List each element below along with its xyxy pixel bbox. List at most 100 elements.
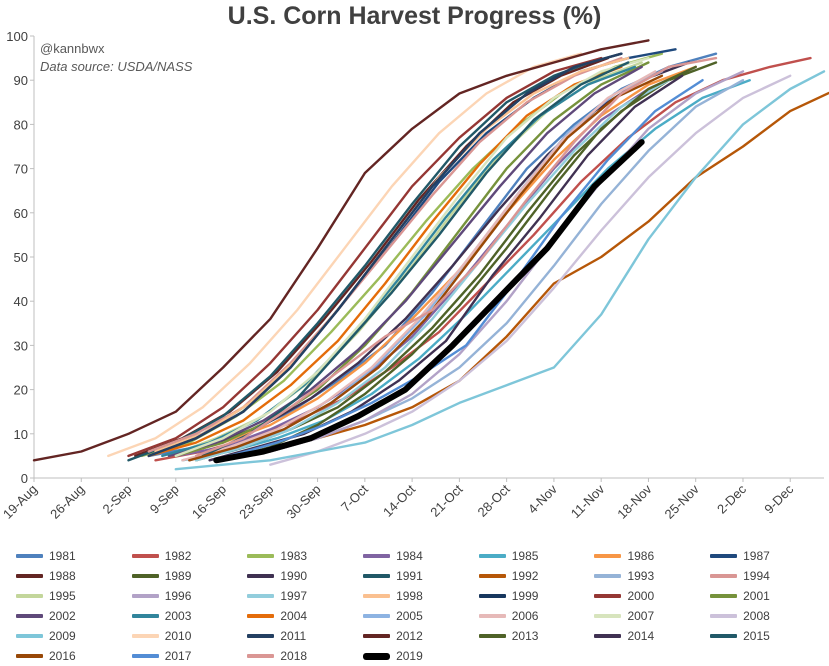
legend-label: 2010 <box>164 629 192 643</box>
legend-item-1996: 1996 <box>131 586 248 606</box>
legend-item-2017: 2017 <box>131 646 248 666</box>
series-line-2019 <box>213 139 645 464</box>
legend-swatch <box>363 574 391 578</box>
legend-swatch <box>16 614 43 618</box>
series-line-2000 <box>127 56 603 458</box>
data-source-note: Data source: USDA/NASS <box>40 59 193 74</box>
legend-swatch <box>247 554 275 558</box>
legend-item-2011: 2011 <box>247 626 363 646</box>
y-tick-label: 90 <box>14 73 28 88</box>
legend-swatch <box>594 574 622 578</box>
legend-swatch <box>478 614 506 618</box>
series-line-2018 <box>194 56 718 458</box>
legend-label: 2019 <box>396 649 423 663</box>
legend-label: 1993 <box>627 569 655 583</box>
y-tick-label: 30 <box>14 338 28 353</box>
x-tick-label: 19-Aug <box>0 482 40 522</box>
legend-swatch <box>363 594 391 598</box>
legend-label: 1983 <box>280 549 308 563</box>
legend-item-2013: 2013 <box>478 626 595 646</box>
legend-swatch <box>363 634 391 638</box>
legend-label: 2009 <box>49 629 76 643</box>
legend-swatch <box>710 614 738 618</box>
legend-label: 1989 <box>164 569 192 583</box>
legend-label: 2008 <box>743 609 770 623</box>
legend-swatch <box>131 574 159 578</box>
legend-label: 2003 <box>164 609 192 623</box>
legend-label: 1988 <box>49 569 76 583</box>
legend-swatch <box>710 554 738 558</box>
legend-label: 1997 <box>280 589 308 603</box>
legend-item-1989: 1989 <box>131 566 248 586</box>
series-line-1994 <box>147 56 623 453</box>
legend-label: 1985 <box>511 549 539 563</box>
series-line-2002 <box>167 65 643 458</box>
series-line-1991 <box>127 56 603 462</box>
x-tick-label: 25-Nov <box>662 481 703 522</box>
series-line-2016 <box>188 74 664 462</box>
legend-item-1990: 1990 <box>247 566 363 586</box>
series-lines <box>32 39 829 471</box>
series-line-1997 <box>194 78 670 462</box>
series-line-2009 <box>174 70 826 471</box>
legend-item-1988: 1988 <box>16 566 132 586</box>
legend-label: 2018 <box>280 649 308 663</box>
x-tick-label: 11-Nov <box>568 481 608 521</box>
legend-swatch <box>16 594 43 598</box>
legend-label: 2016 <box>49 649 76 663</box>
legend-item-1992: 1992 <box>478 566 595 586</box>
x-tick-label: 2-Dec <box>714 481 749 516</box>
legend-swatch <box>131 614 159 618</box>
legend-item-1999: 1999 <box>478 586 595 606</box>
legend-label: 1999 <box>511 589 539 603</box>
x-tick-label: 2-Sep <box>100 482 135 517</box>
x-tick-label: 30-Sep <box>283 482 323 522</box>
legend-item-2004: 2004 <box>247 606 363 626</box>
series-line-2010 <box>107 52 583 458</box>
y-tick-label: 10 <box>14 427 28 442</box>
legend-label: 1982 <box>164 549 192 563</box>
series-line-2007 <box>174 56 650 458</box>
legend-label: 1987 <box>743 549 770 563</box>
legend-item-2016: 2016 <box>16 646 132 666</box>
chart-title: U.S. Corn Harvest Progress (%) <box>227 2 602 30</box>
legend-label: 2012 <box>396 629 423 643</box>
legend-item-1994: 1994 <box>710 566 826 586</box>
y-tick-label: 20 <box>14 383 28 398</box>
legend-item-2010: 2010 <box>131 626 248 646</box>
x-tick-label: 9-Sep <box>147 482 182 517</box>
legend-item-1993: 1993 <box>594 566 710 586</box>
legend-item-2008: 2008 <box>710 606 826 626</box>
legend-swatch <box>710 574 738 578</box>
legend-swatch <box>594 594 622 598</box>
x-tick-label: 26-Aug <box>47 482 87 522</box>
legend-swatch <box>247 654 275 658</box>
legend-swatch <box>131 634 159 638</box>
y-tick-label: 60 <box>14 206 28 221</box>
legend-item-2000: 2000 <box>594 586 710 606</box>
legend-swatch <box>16 574 43 578</box>
author-handle: @kannbwx <box>40 41 105 56</box>
legend-swatch <box>16 554 43 558</box>
legend-swatch <box>478 554 506 558</box>
plot-area: 0 10 20 30 40 50 60 70 80 90 100 19-Aug 26-Aug 2-Sep 9… <box>0 29 829 522</box>
legend-label: 2015 <box>743 629 770 643</box>
x-tick-label: 7-Oct <box>338 481 371 514</box>
legend-swatch <box>16 654 43 658</box>
legend-swatch <box>363 652 391 660</box>
legend-item-2003: 2003 <box>131 606 248 626</box>
legend-swatch <box>363 554 391 558</box>
series-line-2017 <box>228 78 704 458</box>
y-tick-label: 40 <box>14 294 28 309</box>
legend-swatch <box>478 634 506 638</box>
legend-label: 2004 <box>280 609 308 623</box>
legend-item-1981: 1981 <box>16 546 132 566</box>
legend-swatch <box>594 554 622 558</box>
legend-item-2007: 2007 <box>594 606 710 626</box>
x-tick-label: 9-Dec <box>761 481 796 516</box>
legend-label: 2017 <box>164 649 192 663</box>
legend-label: 1998 <box>396 589 423 603</box>
legend-item-2014: 2014 <box>594 626 710 646</box>
x-tick-label: 28-Oct <box>475 481 513 519</box>
series-line-1986 <box>174 65 697 458</box>
